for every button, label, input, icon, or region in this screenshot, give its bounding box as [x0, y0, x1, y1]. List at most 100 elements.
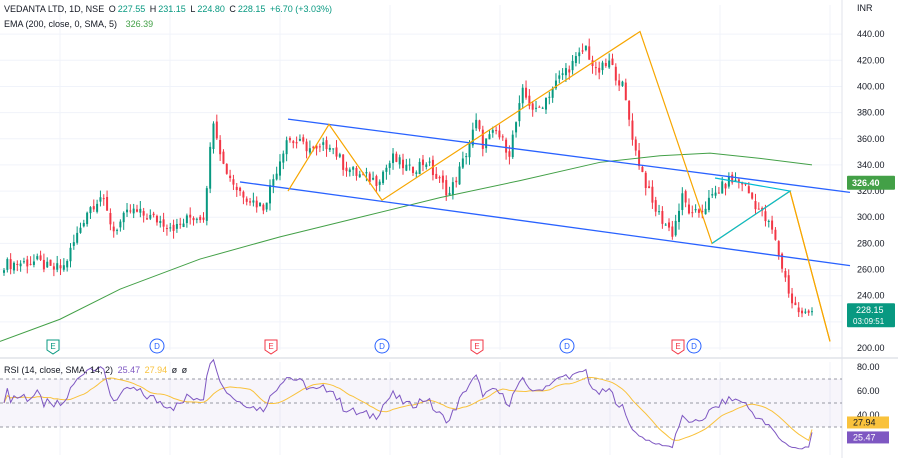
candle: [498, 130, 501, 138]
candle: [235, 186, 238, 191]
candle: [292, 141, 295, 144]
candle: [252, 200, 255, 203]
symbol-label[interactable]: VEDANTA LTD, 1D, NSE: [4, 4, 105, 14]
candle: [19, 263, 22, 267]
candle: [664, 224, 667, 226]
candle: [581, 50, 584, 52]
candle: [82, 223, 85, 227]
candle: [3, 270, 5, 273]
candle: [611, 58, 614, 65]
candle: [648, 186, 651, 189]
candle: [681, 193, 684, 210]
candle: [764, 211, 767, 222]
candle: [205, 188, 208, 221]
candle: [272, 179, 275, 186]
candle: [568, 69, 571, 73]
candle: [501, 136, 504, 138]
candle: [126, 209, 129, 213]
candle: [544, 97, 547, 110]
candle: [365, 172, 368, 174]
candle: [209, 146, 212, 189]
y-tick-label: 260.00: [857, 265, 885, 275]
candle: [405, 164, 408, 171]
event-marker-label: E: [50, 342, 55, 351]
candle: [621, 81, 624, 86]
candle: [578, 52, 581, 57]
ema-line: [0, 152, 813, 342]
candle: [302, 137, 305, 142]
candle: [96, 203, 99, 212]
candle: [588, 46, 591, 60]
rsi-tick-label: 60.00: [857, 386, 880, 396]
y-tick-label: 440.00: [857, 29, 885, 39]
candle: [49, 259, 52, 266]
candle: [684, 191, 687, 203]
candle: [395, 153, 398, 162]
close-value: 228.15: [237, 4, 266, 14]
candle: [441, 175, 444, 183]
candle: [488, 134, 491, 140]
candle: [275, 173, 278, 180]
rsi-label[interactable]: RSI (14, close, SMA, 14, 2): [4, 365, 114, 375]
candle: [495, 130, 498, 132]
candle: [784, 270, 787, 278]
candle: [145, 218, 148, 220]
candle: [601, 62, 604, 71]
candle: [116, 229, 119, 231]
candle: [515, 122, 518, 133]
candle: [505, 139, 508, 153]
candle: [225, 164, 228, 174]
candle: [142, 211, 145, 216]
candle: [232, 179, 235, 185]
candle: [288, 138, 291, 141]
candle: [12, 262, 15, 271]
candle: [425, 164, 428, 167]
ema-label[interactable]: EMA (200, close, 0, SMA, 5): [4, 19, 118, 29]
candle: [701, 211, 704, 213]
candle: [807, 310, 810, 313]
y-tick-label: 200.00: [857, 343, 885, 353]
channel-upper-line: [287, 118, 851, 194]
candle: [26, 259, 29, 267]
candle: [92, 206, 95, 210]
event-marker-label: D: [691, 342, 697, 351]
candle: [801, 310, 804, 314]
candle: [56, 263, 59, 270]
channel-lower-line: [239, 181, 851, 267]
candle: [195, 218, 198, 220]
candle: [295, 142, 298, 144]
candle: [298, 138, 301, 141]
candle: [325, 140, 328, 150]
low-value: 224.80: [197, 4, 225, 14]
candle: [435, 173, 438, 179]
close-label: C: [229, 4, 236, 14]
candle: [239, 187, 242, 191]
candle: [139, 208, 142, 213]
candle: [455, 180, 458, 183]
rsi-legend: RSI (14, close, SMA, 14, 2) 25.47 27.94 …: [4, 365, 189, 375]
earnings-marker: [470, 339, 484, 355]
candle: [66, 260, 69, 268]
candle: [345, 167, 348, 172]
candle: [39, 255, 42, 260]
candle: [368, 173, 371, 182]
candle: [155, 215, 158, 223]
candle: [255, 200, 258, 208]
candle: [651, 186, 654, 203]
candle: [172, 224, 175, 231]
triangle-pattern: [711, 177, 792, 244]
candle: [102, 198, 105, 200]
candle: [332, 148, 335, 150]
candle: [478, 120, 481, 130]
y-tick-label: 360.00: [857, 134, 885, 144]
candle: [278, 161, 281, 176]
candle: [794, 302, 797, 306]
candle: [29, 263, 32, 265]
open-value: 227.55: [117, 4, 146, 14]
candle: [72, 242, 75, 246]
candle: [179, 223, 182, 225]
candle: [392, 153, 395, 164]
y-tick-label: 340.00: [857, 160, 885, 170]
candle: [165, 228, 168, 230]
